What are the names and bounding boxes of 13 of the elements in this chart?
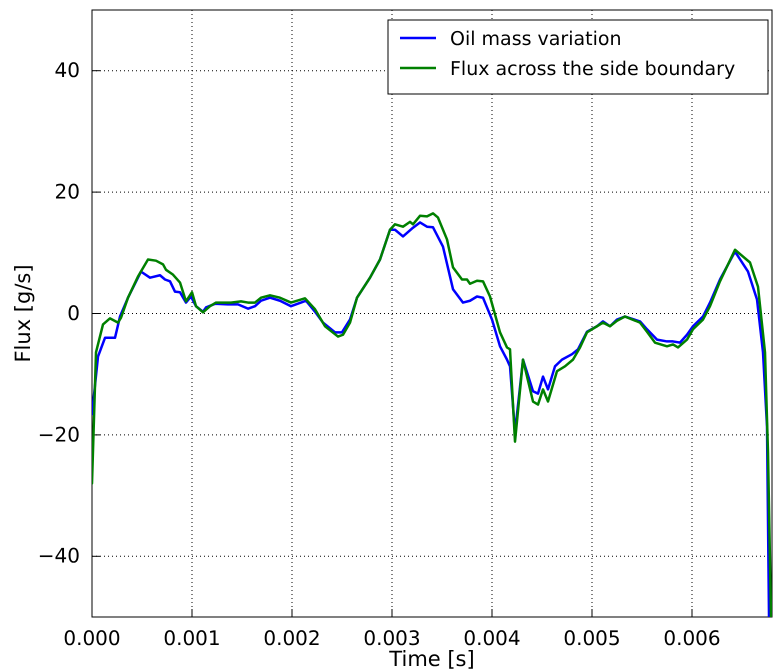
y-axis-title: Flux [g/s]	[11, 264, 35, 363]
x-tick-label: 0.006	[663, 626, 721, 650]
legend-label: Flux across the side boundary	[450, 58, 736, 80]
legend-label: Oil mass variation	[450, 28, 622, 50]
x-tick-label: 0.005	[563, 626, 621, 650]
y-tick-label: 40	[54, 58, 80, 82]
x-tick-label: 0.000	[63, 626, 121, 650]
y-tick-label: 0	[67, 300, 80, 325]
y-tick-label: −40	[38, 544, 80, 568]
y-tick-label: 20	[54, 180, 80, 204]
x-tick-label: 0.002	[263, 626, 321, 650]
y-tick-label: −20	[38, 422, 80, 446]
x-tick-label: 0.001	[163, 626, 221, 650]
